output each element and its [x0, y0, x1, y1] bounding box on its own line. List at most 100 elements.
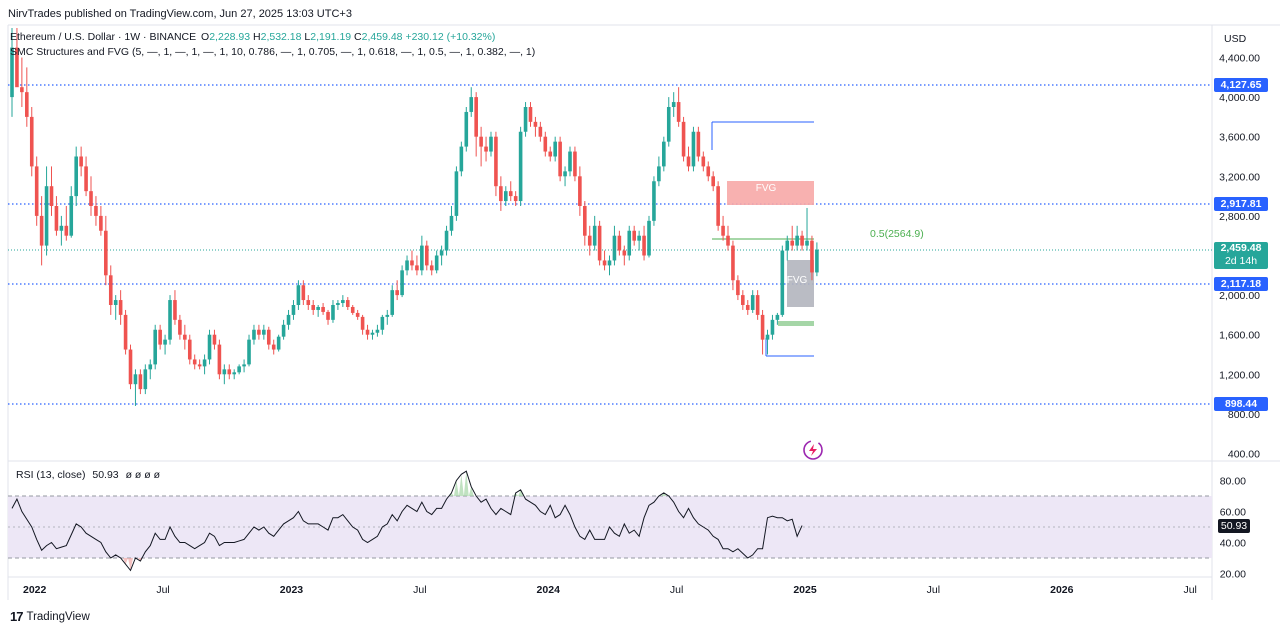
candle-body[interactable]	[286, 314, 291, 325]
candle-body[interactable]	[94, 206, 98, 216]
candle-body[interactable]	[573, 151, 577, 177]
candle-body[interactable]	[666, 107, 671, 142]
candle-body[interactable]	[138, 374, 143, 390]
candle-body[interactable]	[183, 334, 187, 340]
demand-zone[interactable]	[778, 321, 814, 326]
candle-body[interactable]	[464, 111, 469, 147]
candle-body[interactable]	[558, 141, 562, 177]
candle-body[interactable]	[99, 215, 103, 231]
candle-body[interactable]	[400, 270, 404, 296]
candle-body[interactable]	[29, 116, 34, 167]
candle-body[interactable]	[568, 151, 572, 172]
candle-body[interactable]	[311, 305, 316, 310]
candle-body[interactable]	[429, 265, 434, 271]
candle-body[interactable]	[676, 102, 681, 122]
candle-body[interactable]	[64, 225, 69, 236]
candle-body[interactable]	[750, 295, 755, 310]
candle-body[interactable]	[123, 314, 128, 350]
candle-body[interactable]	[662, 141, 666, 167]
candle-body[interactable]	[355, 312, 360, 317]
candle-body[interactable]	[489, 136, 493, 152]
candle-body[interactable]	[760, 314, 765, 340]
candle-body[interactable]	[637, 235, 641, 241]
candle-body[interactable]	[533, 121, 538, 127]
candle-body[interactable]	[711, 176, 715, 187]
candle-body[interactable]	[716, 186, 720, 226]
candle-body[interactable]	[380, 316, 385, 330]
candle-body[interactable]	[607, 260, 612, 266]
candle-body[interactable]	[736, 280, 740, 296]
candle-body[interactable]	[20, 87, 24, 93]
candle-body[interactable]	[597, 225, 602, 261]
candle-body[interactable]	[815, 249, 819, 273]
candle-body[interactable]	[790, 240, 795, 246]
candle-body[interactable]	[484, 146, 488, 152]
candle-body[interactable]	[173, 300, 177, 320]
candle-body[interactable]	[197, 364, 202, 367]
candle-body[interactable]	[528, 107, 533, 122]
candle-body[interactable]	[454, 171, 459, 216]
candle-body[interactable]	[657, 166, 661, 182]
candle-body[interactable]	[271, 344, 276, 350]
candle-body[interactable]	[538, 126, 543, 137]
candle-body[interactable]	[405, 260, 409, 271]
candle-body[interactable]	[237, 366, 241, 373]
candle-body[interactable]	[721, 225, 725, 236]
candle-body[interactable]	[326, 311, 330, 320]
candle-body[interactable]	[158, 329, 162, 345]
candle-body[interactable]	[168, 300, 172, 340]
candle-body[interactable]	[341, 300, 345, 304]
candle-body[interactable]	[336, 303, 340, 305]
candle-body[interactable]	[731, 245, 735, 281]
candle-body[interactable]	[474, 97, 478, 137]
candle-body[interactable]	[602, 260, 607, 266]
fvg-lower-zone[interactable]	[787, 260, 814, 307]
candle-body[interactable]	[459, 146, 464, 172]
candle-body[interactable]	[587, 235, 592, 246]
candle-body[interactable]	[301, 285, 306, 301]
candle-body[interactable]	[543, 136, 548, 152]
candle-body[interactable]	[276, 336, 281, 350]
rsi-legend[interactable]: RSI (13, close) 50.93 ø ø ø ø	[16, 469, 160, 481]
candle-body[interactable]	[439, 250, 444, 256]
candle-body[interactable]	[365, 329, 370, 335]
candle-body[interactable]	[686, 156, 691, 167]
candle-body[interactable]	[232, 372, 237, 375]
candle-body[interactable]	[479, 136, 483, 147]
fvg-upper-zone[interactable]	[727, 181, 814, 205]
candle-body[interactable]	[499, 186, 503, 202]
candle-body[interactable]	[281, 324, 286, 337]
candle-body[interactable]	[617, 235, 622, 251]
candle-body[interactable]	[444, 230, 449, 251]
candle-body[interactable]	[563, 171, 567, 177]
candle-body[interactable]	[262, 329, 266, 335]
candle-body[interactable]	[222, 369, 227, 375]
candle-body[interactable]	[89, 191, 93, 206]
candle-body[interactable]	[25, 92, 29, 117]
candle-body[interactable]	[34, 166, 39, 216]
lightning-icon[interactable]	[803, 440, 823, 460]
currency-label[interactable]: USD	[1224, 33, 1247, 45]
candle-body[interactable]	[296, 285, 301, 305]
candle-body[interactable]	[523, 107, 528, 132]
candle-body[interactable]	[375, 329, 380, 333]
candle-body[interactable]	[49, 186, 54, 206]
candle-body[interactable]	[192, 359, 197, 365]
candle-body[interactable]	[306, 300, 311, 305]
candle-body[interactable]	[592, 225, 597, 246]
candle-body[interactable]	[647, 220, 651, 256]
candle-body[interactable]	[681, 121, 686, 157]
candle-body[interactable]	[755, 295, 760, 315]
candle-body[interactable]	[424, 245, 429, 266]
candle-body[interactable]	[578, 176, 582, 206]
candle-body[interactable]	[370, 332, 375, 335]
candle-body[interactable]	[345, 300, 350, 307]
candle-body[interactable]	[810, 240, 814, 273]
candle-body[interactable]	[74, 156, 78, 197]
candle-body[interactable]	[494, 136, 498, 187]
candle-body[interactable]	[805, 240, 809, 246]
candle-body[interactable]	[706, 166, 711, 177]
candle-body[interactable]	[316, 306, 320, 310]
candle-body[interactable]	[765, 334, 770, 340]
